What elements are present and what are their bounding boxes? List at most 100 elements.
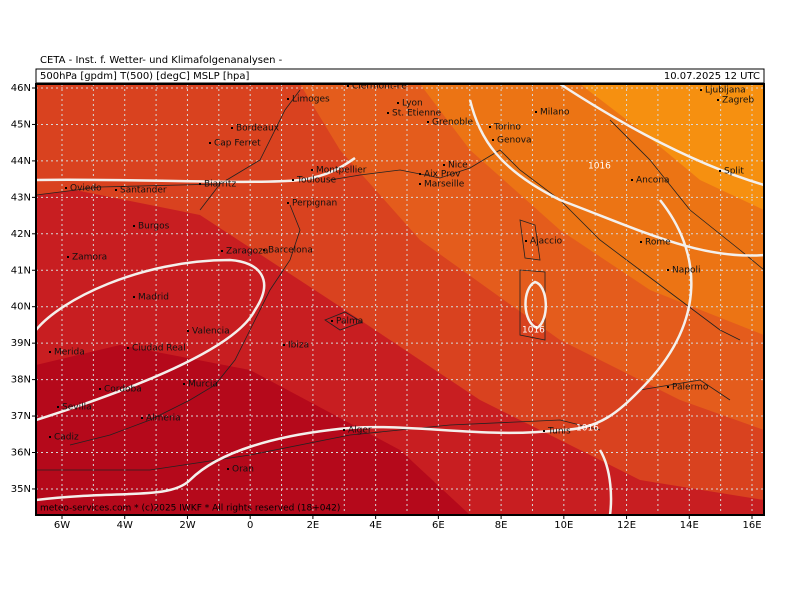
city-marker xyxy=(700,89,702,91)
city-label: Zamora xyxy=(72,253,107,263)
city-label: Ajaccio xyxy=(530,237,563,247)
city-label: Bordeaux xyxy=(236,124,280,134)
header-fields: 500hPa [gpdm] T(500) [degC] MSLP [hpa] xyxy=(40,71,250,82)
city-label: Biarritz xyxy=(204,180,236,190)
city-marker xyxy=(397,102,399,104)
x-tick-label: 12E xyxy=(617,520,636,531)
city-label: Valencia xyxy=(192,327,230,337)
city-marker xyxy=(311,169,313,171)
city-label: Murcia xyxy=(188,380,218,390)
city-label: Montpellier xyxy=(316,166,367,176)
city-marker xyxy=(292,179,294,181)
axes: 6W 4W 2W 0 2E 4E 6E 8E 10E 12E 14E 16E 46N 45N 44N 43N 4… xyxy=(11,83,762,531)
city-marker xyxy=(57,406,59,408)
x-tick-label: 16E xyxy=(742,520,761,531)
city-marker xyxy=(640,241,642,243)
city-label: Clermont-Fe xyxy=(352,82,407,92)
city-marker xyxy=(133,225,135,227)
city-marker xyxy=(199,183,201,185)
city-marker xyxy=(535,111,537,113)
y-tick-label: 37N xyxy=(11,411,31,422)
city-label: Cadiz xyxy=(54,433,79,443)
y-tick-label: 39N xyxy=(11,338,31,349)
x-tick-label: 10E xyxy=(554,520,573,531)
x-tick-label: 6E xyxy=(432,520,445,531)
y-tick-label: 38N xyxy=(11,375,31,386)
city-marker xyxy=(525,240,527,242)
city-marker xyxy=(263,249,265,251)
city-marker xyxy=(667,386,669,388)
city-marker xyxy=(631,179,633,181)
city-marker xyxy=(287,98,289,100)
x-tick-label: 2E xyxy=(307,520,320,531)
city-marker xyxy=(347,85,349,87)
city-marker xyxy=(419,173,421,175)
city-marker xyxy=(49,351,51,353)
city-label: Napoli xyxy=(672,266,700,276)
city-marker xyxy=(227,468,229,470)
city-label: Oran xyxy=(232,465,254,475)
city-label: Cap Ferret xyxy=(214,139,261,149)
city-label: Palma xyxy=(336,317,363,327)
city-label: Tunis xyxy=(547,427,571,437)
city-label: Limoges xyxy=(292,95,330,105)
city-label: Rome xyxy=(645,238,671,248)
city-marker xyxy=(183,383,185,385)
city-marker xyxy=(717,99,719,101)
city-label: Oviedo xyxy=(70,184,102,194)
header-datetime: 10.07.2025 12 UTC xyxy=(664,71,760,82)
city-marker xyxy=(67,256,69,258)
isobar-label: 1016 xyxy=(576,424,599,434)
city-marker xyxy=(209,142,211,144)
city-marker xyxy=(419,183,421,185)
y-tick-label: 35N xyxy=(11,484,31,495)
city-label: Split xyxy=(724,167,744,177)
city-marker xyxy=(492,139,494,141)
temp-band xyxy=(36,345,470,515)
city-marker xyxy=(49,436,51,438)
city-marker xyxy=(141,417,143,419)
city-marker xyxy=(127,347,129,349)
coastline xyxy=(36,89,764,471)
city-marker xyxy=(331,320,333,322)
footer: meteo-services.com * (c)2025 IWKF * All … xyxy=(40,504,340,514)
city-marker xyxy=(489,126,491,128)
city-marker xyxy=(387,112,389,114)
city-label: Almeria xyxy=(146,414,181,424)
map-frame xyxy=(35,83,765,516)
city-label: Santander xyxy=(120,186,167,196)
city-marker xyxy=(231,127,233,129)
city-marker xyxy=(133,296,135,298)
city-label: Ciudad Real xyxy=(132,344,186,354)
x-tick-label: 6W xyxy=(54,520,70,531)
city-label: Perpignan xyxy=(292,199,337,209)
x-tick-label: 14E xyxy=(680,520,699,531)
city-marker xyxy=(543,430,545,432)
city-marker xyxy=(343,429,345,431)
city-label: Nice xyxy=(448,161,468,171)
city-label: Palermo xyxy=(672,383,709,393)
city-label: Sevilla xyxy=(62,403,92,413)
city-label: Milano xyxy=(540,108,570,118)
x-tick-label: 0 xyxy=(247,520,253,531)
city-label: Ljubljana xyxy=(705,86,746,96)
x-tick-label: 4E xyxy=(369,520,382,531)
isobar xyxy=(36,84,764,502)
y-tick-label: 36N xyxy=(11,448,31,459)
city-label: Toulouse xyxy=(296,176,337,186)
y-tick-label: 46N xyxy=(11,83,31,94)
city-label: Alger xyxy=(348,426,372,436)
city-marker xyxy=(283,344,285,346)
city-marker xyxy=(427,121,429,123)
city-marker xyxy=(65,187,67,189)
city-label: Lyon xyxy=(402,99,423,109)
city-marker xyxy=(287,202,289,204)
isobar-label: 1016 xyxy=(522,326,545,336)
city-marker xyxy=(221,250,223,252)
y-tick-label: 40N xyxy=(11,302,31,313)
city-label: Barcelona xyxy=(268,246,313,256)
city-label: Ancona xyxy=(636,176,670,186)
city-label: Zagreb xyxy=(722,96,754,106)
